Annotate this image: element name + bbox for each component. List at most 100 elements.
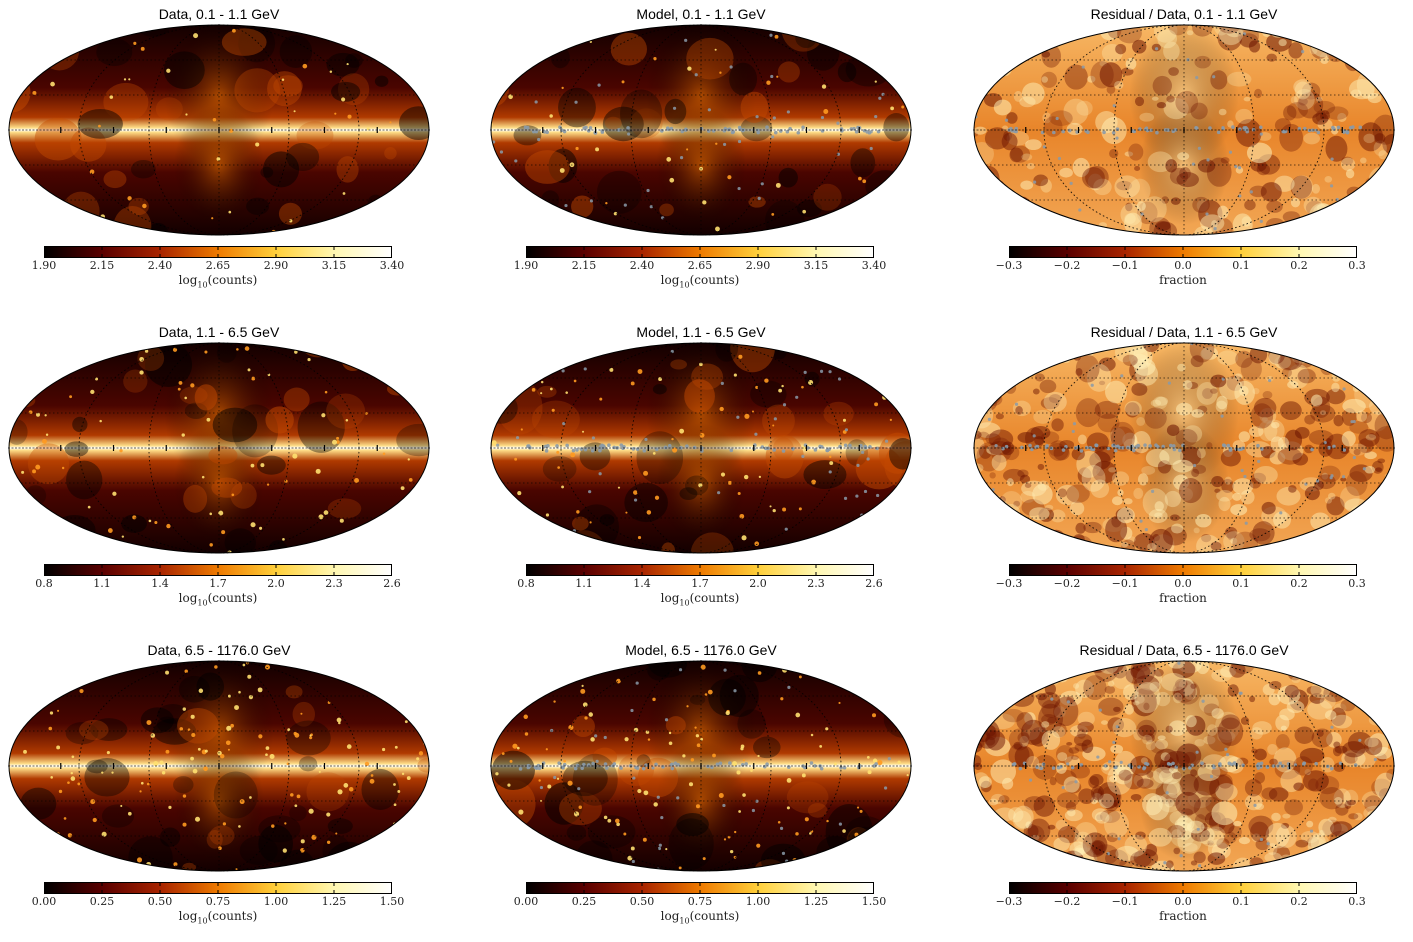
- model-panel: Model, 6.5 - 1176.0 GeV 0.00 0.25 0.50 0.75 1…: [490, 642, 960, 942]
- colorbar-tick-label: 0.2: [1290, 895, 1308, 908]
- colorbar-label: fraction: [1159, 591, 1207, 605]
- colorbar-tick-label: 0.1: [1232, 577, 1250, 590]
- colorbar-label: log10(counts): [660, 909, 740, 926]
- colorbar-tick-label: 2.90: [263, 259, 289, 272]
- colorbar-tick-label: −0.2: [1053, 895, 1081, 908]
- panel-title: Model, 0.1 - 1.1 GeV: [636, 6, 766, 22]
- colorbar: [1009, 564, 1357, 576]
- colorbar-tick-label: 0.25: [571, 895, 597, 908]
- colorbar-tick-label: 0.3: [1348, 577, 1366, 590]
- colorbar-tick-label: 1.90: [31, 259, 57, 272]
- mollweide-sky-map: [490, 342, 912, 554]
- colorbar-tick-label: −0.3: [995, 259, 1023, 272]
- colorbar: [44, 882, 392, 894]
- colorbar-tick-label: 2.65: [687, 259, 713, 272]
- panel-title: Data, 1.1 - 6.5 GeV: [158, 324, 280, 340]
- colorbar: [1009, 246, 1357, 258]
- panel-title: Residual / Data, 1.1 - 6.5 GeV: [1090, 324, 1278, 340]
- colorbar-tick-label: 2.15: [89, 259, 115, 272]
- colorbar-tick-label: 0.2: [1290, 259, 1308, 272]
- colorbar-tick-label: 1.7: [209, 577, 227, 590]
- colorbar-tick-label: 2.40: [147, 259, 173, 272]
- colorbar-label: log10(counts): [178, 591, 258, 608]
- panel-title: Model, 6.5 - 1176.0 GeV: [625, 642, 777, 658]
- colorbar-label: fraction: [1159, 909, 1207, 923]
- colorbar-tick-label: 2.40: [629, 259, 655, 272]
- colorbar-tick-label: 0.00: [31, 895, 57, 908]
- mollweide-sky-map: [490, 24, 912, 236]
- colorbar-tick-label: 1.50: [861, 895, 887, 908]
- colorbar-tick-label: −0.1: [1111, 577, 1139, 590]
- colorbar-tick-label: −0.1: [1111, 895, 1139, 908]
- residual-panel: Residual / Data, 6.5 - 1176.0 GeV −0.3 −0.…: [973, 642, 1413, 942]
- colorbar-tick-label: 0.50: [147, 895, 173, 908]
- colorbar-tick-label: 1.1: [93, 577, 111, 590]
- colorbar-tick-label: 2.0: [749, 577, 767, 590]
- colorbar-tick-label: −0.3: [995, 895, 1023, 908]
- colorbar-tick-label: 2.90: [745, 259, 771, 272]
- colorbar-tick-label: 0.25: [89, 895, 115, 908]
- mollweide-sky-map: [973, 24, 1395, 236]
- colorbar-tick-label: 1.00: [263, 895, 289, 908]
- panel-title: Residual / Data, 0.1 - 1.1 GeV: [1090, 6, 1278, 22]
- colorbar-tick-label: −0.1: [1111, 259, 1139, 272]
- colorbar-tick-label: 3.40: [379, 259, 405, 272]
- colorbar-tick-label: 0.75: [687, 895, 713, 908]
- model-panel: Model, 0.1 - 1.1 GeV 1.90 2.15 2.40 2.65 2.90…: [490, 6, 960, 306]
- residual-panel: Residual / Data, 1.1 - 6.5 GeV −0.3 −0.2 −0…: [973, 324, 1413, 624]
- colorbar: [44, 564, 392, 576]
- colorbar-tick-label: 2.6: [383, 577, 401, 590]
- colorbar-tick-label: 2.6: [865, 577, 883, 590]
- colorbar-tick-label: 0.8: [35, 577, 53, 590]
- colorbar-tick-label: 2.65: [205, 259, 231, 272]
- colorbar-tick-label: 0.75: [205, 895, 231, 908]
- colorbar-label: fraction: [1159, 273, 1207, 287]
- mollweide-sky-map: [973, 342, 1395, 554]
- colorbar-tick-label: 0.1: [1232, 895, 1250, 908]
- mollweide-sky-map: [8, 24, 430, 236]
- data-panel: Data, 0.1 - 1.1 GeV 1.90 2.15 2.40 2.65 2.90 3…: [8, 6, 478, 306]
- mollweide-sky-map: [8, 342, 430, 554]
- colorbar-tick-label: 1.50: [379, 895, 405, 908]
- panel-title: Model, 1.1 - 6.5 GeV: [636, 324, 766, 340]
- panel-title: Data, 6.5 - 1176.0 GeV: [147, 642, 291, 658]
- colorbar: [44, 246, 392, 258]
- colorbar: [526, 882, 874, 894]
- colorbar-tick-label: 1.7: [691, 577, 709, 590]
- colorbar-tick-label: 0.50: [629, 895, 655, 908]
- colorbar-tick-label: 1.25: [321, 895, 347, 908]
- colorbar-tick-label: 3.15: [803, 259, 829, 272]
- colorbar-tick-label: 1.90: [513, 259, 539, 272]
- colorbar-label: log10(counts): [178, 273, 258, 290]
- colorbar-label: log10(counts): [660, 273, 740, 290]
- colorbar-tick-label: 1.4: [151, 577, 169, 590]
- mollweide-sky-map: [8, 660, 430, 872]
- colorbar-tick-label: 0.2: [1290, 577, 1308, 590]
- colorbar-tick-label: 1.25: [803, 895, 829, 908]
- panel-title: Data, 0.1 - 1.1 GeV: [158, 6, 280, 22]
- colorbar-tick-label: 3.40: [861, 259, 887, 272]
- colorbar-tick-label: 0.8: [517, 577, 535, 590]
- colorbar-tick-label: −0.3: [995, 577, 1023, 590]
- colorbar-tick-label: 0.3: [1348, 895, 1366, 908]
- colorbar-tick-label: −0.2: [1053, 259, 1081, 272]
- data-panel: Data, 1.1 - 6.5 GeV 0.8 1.1 1.4 1.7 2.0 2.3 2.6…: [8, 324, 478, 624]
- colorbar-tick-label: 3.15: [321, 259, 347, 272]
- colorbar-tick-label: 0.0: [1174, 577, 1192, 590]
- colorbar-tick-label: 1.1: [575, 577, 593, 590]
- colorbar-tick-label: 0.1: [1232, 259, 1250, 272]
- colorbar-label: log10(counts): [660, 591, 740, 608]
- colorbar-tick-label: −0.2: [1053, 577, 1081, 590]
- colorbar-tick-label: 2.3: [325, 577, 343, 590]
- colorbar: [526, 246, 874, 258]
- colorbar-tick-label: 1.4: [633, 577, 651, 590]
- colorbar-tick-label: 1.00: [745, 895, 771, 908]
- colorbar: [526, 564, 874, 576]
- mollweide-sky-map: [973, 660, 1395, 872]
- colorbar-tick-label: 2.15: [571, 259, 597, 272]
- colorbar-tick-label: 2.3: [807, 577, 825, 590]
- colorbar-tick-label: 0.00: [513, 895, 539, 908]
- colorbar-tick-label: 0.0: [1174, 259, 1192, 272]
- mollweide-sky-map: [490, 660, 912, 872]
